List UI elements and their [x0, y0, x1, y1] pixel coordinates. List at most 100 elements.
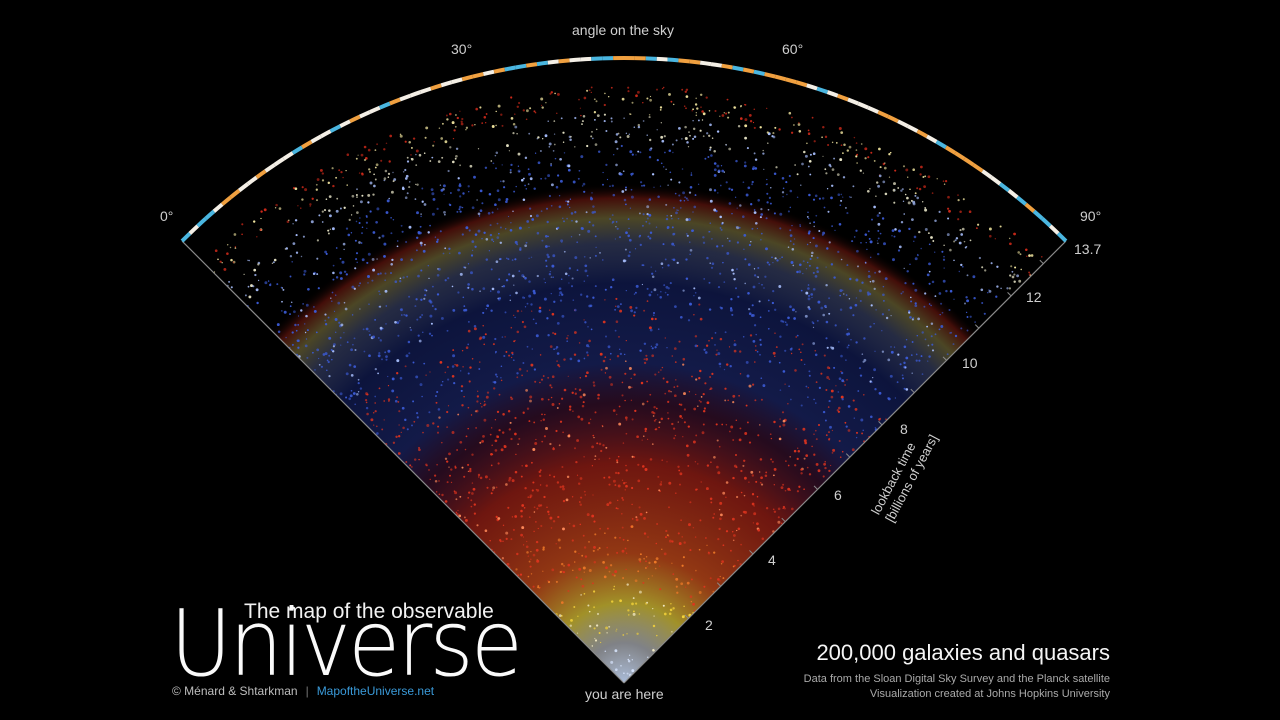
galaxy-point	[628, 654, 631, 656]
galaxy-point	[387, 349, 391, 353]
galaxy-point	[501, 336, 504, 338]
galaxy-point	[339, 277, 343, 280]
galaxy-point	[566, 217, 568, 220]
galaxy-point	[684, 137, 688, 140]
galaxy-point	[555, 185, 559, 189]
galaxy-point	[754, 167, 758, 170]
galaxy-point	[672, 232, 675, 236]
galaxy-point	[1010, 265, 1013, 268]
galaxy-point	[607, 345, 611, 349]
galaxy-point	[468, 229, 471, 232]
galaxy-point	[500, 376, 502, 379]
galaxy-point	[624, 360, 627, 363]
galaxy-point	[446, 410, 449, 414]
galaxy-point	[863, 337, 866, 340]
galaxy-point	[578, 388, 582, 392]
galaxy-point	[794, 164, 796, 166]
galaxy-point	[915, 353, 918, 356]
galaxy-point	[773, 212, 776, 215]
galaxy-point	[893, 201, 896, 204]
galaxy-point	[808, 264, 811, 267]
galaxy-point	[664, 337, 666, 339]
galaxy-point	[541, 104, 543, 106]
galaxy-point	[695, 393, 697, 396]
galaxy-point	[830, 395, 834, 399]
galaxy-point	[523, 325, 527, 329]
galaxy-point	[436, 274, 440, 277]
galaxy-point	[415, 249, 418, 252]
galaxy-point	[545, 102, 547, 104]
galaxy-point	[848, 298, 851, 300]
galaxy-point	[877, 242, 879, 245]
galaxy-point	[502, 284, 506, 288]
galaxy-point	[577, 415, 581, 419]
galaxy-point	[719, 306, 722, 309]
cmb-segment	[515, 63, 527, 70]
galaxy-point	[706, 132, 709, 135]
galaxy-point	[553, 475, 556, 478]
cmb-segment	[180, 231, 192, 243]
galaxy-point	[439, 184, 442, 186]
galaxy-point	[744, 104, 746, 106]
galaxy-point	[776, 259, 779, 262]
galaxy-point	[500, 448, 504, 452]
galaxy-point	[429, 371, 431, 373]
galaxy-point	[576, 241, 579, 244]
galaxy-point	[812, 342, 816, 345]
galaxy-point	[869, 187, 871, 190]
galaxy-point	[390, 216, 392, 219]
galaxy-point	[369, 210, 372, 213]
galaxy-point	[434, 307, 437, 311]
galaxy-point	[693, 205, 697, 209]
galaxy-point	[552, 447, 555, 451]
galaxy-point	[615, 297, 618, 300]
galaxy-point	[537, 527, 539, 530]
galaxy-point	[633, 293, 636, 295]
galaxy-point	[630, 309, 634, 313]
cmb-segment	[204, 209, 216, 221]
galaxy-point	[614, 484, 617, 487]
galaxy-point	[542, 138, 544, 140]
galaxy-point	[774, 308, 777, 311]
galaxy-point	[470, 254, 474, 257]
galaxy-point	[545, 259, 548, 262]
galaxy-point	[396, 321, 400, 324]
galaxy-point	[952, 343, 955, 346]
galaxy-point	[655, 407, 658, 410]
galaxy-point	[503, 186, 506, 189]
galaxy-point	[621, 549, 625, 553]
galaxy-point	[1025, 248, 1028, 252]
galaxy-point	[598, 632, 601, 634]
galaxy-point	[905, 388, 909, 391]
galaxy-point	[488, 193, 492, 196]
galaxy-point	[547, 580, 551, 584]
galaxy-point	[716, 130, 720, 133]
galaxy-point	[753, 152, 756, 155]
galaxy-point	[791, 116, 793, 119]
galaxy-point	[942, 258, 946, 261]
galaxy-point	[280, 286, 283, 289]
galaxy-point	[476, 199, 478, 201]
galaxy-point	[827, 143, 830, 147]
galaxy-point	[460, 122, 464, 126]
galaxy-point	[388, 197, 391, 200]
galaxy-point	[686, 581, 690, 585]
galaxy-point	[736, 529, 738, 532]
galaxy-point	[618, 336, 620, 338]
credit-site-link[interactable]: MapoftheUniverse.net	[316, 684, 435, 698]
galaxy-point	[614, 238, 617, 240]
galaxy-point	[646, 217, 649, 220]
galaxy-point	[687, 218, 691, 221]
galaxy-point	[785, 323, 789, 326]
galaxy-point	[553, 300, 556, 303]
galaxy-point	[773, 484, 775, 486]
galaxy-point	[630, 113, 632, 115]
galaxy-point	[399, 280, 402, 283]
galaxy-point	[717, 192, 719, 194]
galaxy-point	[817, 300, 821, 304]
galaxy-point	[702, 112, 706, 116]
galaxy-point	[830, 184, 834, 188]
galaxy-point	[679, 415, 682, 418]
galaxy-point	[828, 469, 831, 473]
galaxy-point	[630, 399, 633, 402]
